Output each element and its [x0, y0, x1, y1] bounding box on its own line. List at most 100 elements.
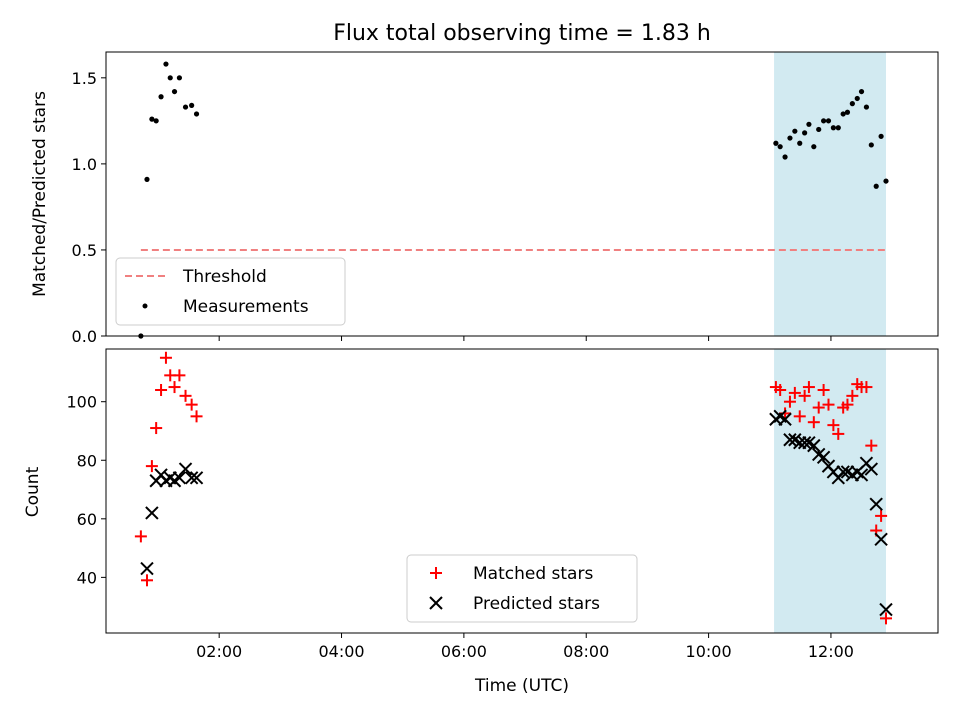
matched-star-point	[841, 398, 854, 411]
bottom-y-tick-label: 80	[77, 451, 97, 470]
measurement-point	[171, 88, 178, 95]
top-legend-box	[115, 257, 346, 326]
top-y-tick-label: 1.0	[72, 155, 97, 174]
bottom-y-axis-label: Count	[23, 466, 43, 517]
measurement-point	[777, 144, 783, 150]
measurement-point	[806, 121, 812, 127]
matched-star-point	[783, 395, 796, 408]
legend-predicted-swatch	[429, 596, 443, 610]
matched-star-point	[802, 381, 815, 394]
measurement-point	[797, 140, 803, 146]
measurement-point	[163, 61, 169, 67]
measurement-point	[167, 75, 173, 81]
matched-star-point	[134, 530, 147, 543]
measurement-point	[854, 95, 860, 102]
top-x-ticks	[218, 336, 832, 341]
predicted-star-point	[178, 462, 193, 476]
matched-star-point	[822, 398, 835, 411]
measurement-point	[153, 118, 159, 124]
x-tick-label: 04:00	[318, 642, 364, 661]
matched-star-point	[812, 401, 825, 414]
measurement-point	[863, 104, 870, 110]
predicted-star-point	[864, 462, 879, 476]
bottom-y-ticks: 40 60 80 100	[66, 393, 106, 587]
x-tick-label: 10:00	[686, 642, 732, 661]
measurement-point	[878, 133, 884, 139]
x-tick-label: 08:00	[563, 642, 609, 661]
matched-star-point	[798, 389, 811, 402]
matched-star-point	[880, 612, 892, 625]
measurement-point	[840, 111, 846, 117]
bottom-x-ticks: 02:00 04:00 06:00 08:00 10:00 12:00	[196, 633, 854, 661]
matched-star-point	[190, 410, 203, 423]
predicted-star-point	[816, 450, 831, 465]
x-tick-label: 06:00	[441, 642, 487, 661]
matched-star-point	[807, 416, 820, 429]
matched-star-point	[150, 422, 163, 435]
measurement-point	[158, 94, 164, 100]
predicted-star-point	[140, 561, 154, 576]
top-y-tick-label: 0.5	[72, 241, 97, 260]
bottom-legend: Matched stars Predicted stars	[406, 554, 638, 623]
measurement-points	[138, 61, 889, 339]
measurement-point	[835, 125, 841, 131]
top-span	[774, 52, 886, 336]
measurement-point	[816, 126, 822, 133]
measurement-point	[149, 116, 155, 122]
matched-star-point	[827, 419, 840, 432]
measurement-point	[787, 135, 793, 141]
x-tick-label: 12:00	[808, 642, 854, 661]
measurement-point	[830, 125, 836, 131]
legend-matched-swatch	[430, 567, 442, 579]
legend-matched-label: Matched stars	[473, 564, 593, 584]
matched-star-point	[168, 381, 181, 394]
measurement-point	[193, 111, 200, 117]
bottom-legend-box	[406, 554, 638, 623]
bottom-y-tick-label: 60	[77, 510, 97, 529]
matched-star-point	[159, 351, 172, 364]
top-legend: Threshold Measurements	[115, 257, 346, 326]
measurement-point	[189, 102, 195, 108]
matched-star-point	[875, 509, 888, 522]
predicted-star-point	[184, 471, 199, 485]
measurement-point	[844, 109, 851, 115]
bottom-span	[774, 349, 886, 633]
legend-measurement-label: Measurements	[183, 297, 309, 317]
legend-threshold-label: Threshold	[182, 267, 267, 287]
top-y-axis-label: Matched/Predicted stars	[30, 91, 50, 297]
measurement-point	[176, 75, 183, 81]
predicted-star-point	[189, 471, 204, 485]
bottom-y-tick-label: 100	[66, 393, 97, 412]
matched-star-point	[832, 427, 845, 440]
measurement-point	[821, 118, 827, 124]
measurement-point	[792, 128, 798, 134]
measurement-point	[782, 154, 788, 160]
matched-star-point	[793, 410, 806, 423]
legend-measurement-swatch	[142, 303, 148, 309]
matched-star-point	[817, 383, 830, 396]
predicted-star-point	[797, 435, 812, 450]
matched-star-point	[788, 386, 801, 399]
predicted-stars-points	[140, 409, 893, 617]
predicted-star-point	[836, 465, 850, 479]
measurement-point	[144, 176, 150, 182]
top-y-tick-label: 1.5	[72, 69, 97, 88]
predicted-star-point	[854, 468, 869, 482]
matched-star-point	[173, 369, 186, 382]
measurement-point	[825, 118, 832, 124]
measurement-point	[811, 144, 817, 150]
measurement-point	[849, 101, 855, 107]
bottom-y-tick-label: 40	[77, 568, 97, 587]
predicted-star-point	[145, 506, 159, 520]
matched-star-point	[860, 381, 873, 394]
predicted-star-point	[879, 602, 893, 617]
measurement-point	[858, 88, 865, 95]
predicted-star-point	[172, 471, 187, 485]
measurement-point	[868, 142, 874, 148]
measurement-point	[883, 178, 889, 184]
matched-star-point	[185, 398, 198, 411]
predicted-star-point	[807, 438, 821, 453]
matched-star-point	[846, 389, 859, 402]
top-plot-frame	[105, 51, 939, 337]
